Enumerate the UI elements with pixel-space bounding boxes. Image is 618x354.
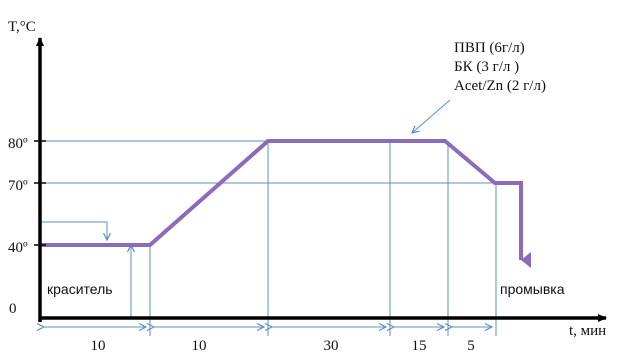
dye-addition-arrow (40, 221, 107, 240)
duration-label-5: 5 (467, 338, 475, 354)
duration-label-3: 30 (324, 338, 339, 354)
duration-label-2: 10 (192, 338, 207, 354)
tick-label-40: 40º (8, 240, 28, 256)
tick-label-70: 70º (8, 178, 28, 194)
origin-label: 0 (9, 301, 17, 317)
y-axis-label: T,°C (8, 19, 36, 35)
tick-label-80: 80º (8, 136, 28, 152)
chemical-label-1: ПВП (6г/л) (454, 40, 525, 56)
temperature-profile-line (40, 139, 531, 268)
duration-label-1: 10 (91, 338, 106, 354)
chemical-label-3: Acet/Zn (2 г/л) (454, 78, 546, 94)
dye-label: краситель (47, 281, 113, 297)
chemicals-pointer-arrow (412, 99, 451, 133)
x-axis-label: t, мин (569, 323, 606, 339)
duration-label-4: 15 (412, 338, 427, 354)
rinse-label: промывка (500, 281, 565, 297)
chemical-label-2: БК (3 г/л ) (454, 59, 519, 75)
